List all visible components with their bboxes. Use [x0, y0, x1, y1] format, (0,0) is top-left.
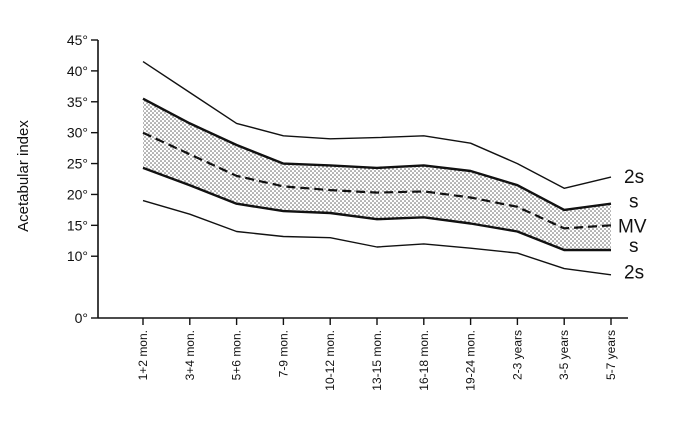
- x-tick-label: 3+4 mon.: [183, 330, 197, 380]
- x-tick-label: 7-9 mon.: [276, 330, 290, 377]
- x-tick-label: 19-24 mon.: [464, 330, 478, 391]
- x-tick-label: 1+2 mon.: [136, 330, 150, 380]
- series-line-1: [142, 97, 612, 212]
- y-ticks: 0° 10° 15° 20° 25° 30° 35° 40° 45°: [67, 32, 98, 326]
- x-tick-label: 10-12 mon.: [323, 330, 337, 391]
- series-label-4: 2s: [624, 263, 644, 284]
- y-tick-label: 35°: [67, 94, 88, 110]
- x-tick-label: 5-7 years: [604, 330, 618, 380]
- x-ticks: 1+2 mon. 3+4 mon. 5+6 mon. 7-9 mon. 10-12 mo…: [136, 318, 618, 391]
- x-tick-label: 13-15 mon.: [370, 330, 384, 391]
- y-tick-label: 25°: [67, 156, 88, 172]
- series-lines: [142, 61, 612, 276]
- y-tick-label: 0°: [75, 310, 88, 326]
- series-label-0: 2s: [624, 167, 644, 188]
- series-line-4: [142, 199, 612, 276]
- y-tick-label: 45°: [67, 32, 88, 48]
- x-tick-label: 2-3 years: [510, 330, 524, 380]
- series-label-2: MV: [618, 216, 647, 237]
- series-line-0: [142, 61, 612, 189]
- y-tick-label: 30°: [67, 125, 88, 141]
- std-deviation-band: [143, 98, 611, 250]
- series-label-1: s: [629, 192, 639, 213]
- series-label-3: s: [629, 236, 639, 257]
- axes: [97, 40, 628, 319]
- y-tick-label: 15°: [67, 217, 88, 233]
- x-tick-label: 16-18 mon.: [417, 330, 431, 391]
- band-area: [143, 98, 611, 250]
- x-tick-label: 5+6 mon.: [230, 330, 244, 380]
- y-tick-label: 10°: [67, 248, 88, 264]
- series-line-3: [142, 166, 611, 252]
- y-tick-label: 20°: [67, 186, 88, 202]
- x-tick-label: 3-5 years: [557, 330, 571, 380]
- y-tick-label: 40°: [67, 63, 88, 79]
- y-axis-title: Acetabular index: [15, 120, 32, 232]
- series-line-2: [142, 131, 612, 230]
